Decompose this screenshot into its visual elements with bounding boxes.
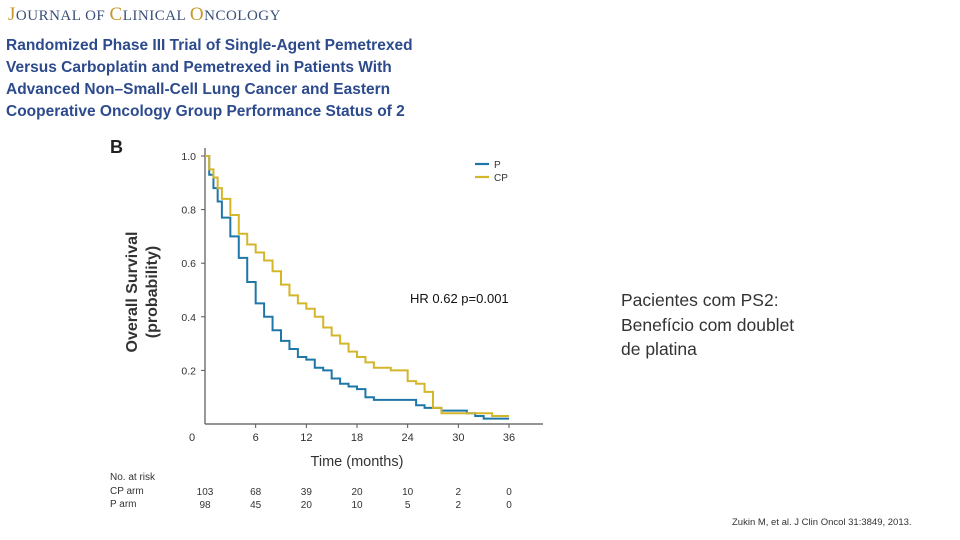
x-tick-label: 6 [253,432,259,444]
journal-name-part: J [8,4,16,25]
journal-name-part: OURNAL OF [15,8,110,24]
journal-name-part: NCOLOGY [204,8,281,24]
y-tick-label: 0.4 [181,312,196,324]
series-line-cp [205,155,509,417]
y-axis-title-line2: (probability) [144,246,161,338]
x-tick-label: 24 [402,432,414,444]
risk-value: 103 [197,487,214,498]
y-tick-label: 0.8 [181,205,196,217]
x-tick-label: 30 [452,432,464,444]
y-tick-label: 1.0 [181,151,196,163]
y-tick-label: 0.6 [181,258,196,270]
legend-label-p: P [494,160,501,171]
risk-value: 10 [402,487,414,498]
risk-value: 2 [456,487,462,498]
risk-value: 0 [506,487,512,498]
x-axis-title: Time (months) [311,454,404,470]
x-tick-label: 12 [300,432,312,444]
x-tick-label: 18 [351,432,363,444]
y-tick-label: 0.2 [181,365,196,377]
journal-name-part: C [109,4,123,25]
panel-label: B [110,137,123,157]
risk-row-label-p: P arm [110,499,137,510]
risk-value: 10 [351,500,363,511]
risk-value: 0 [506,500,512,511]
journal-name-part: O [189,4,205,25]
risk-value: 98 [199,500,211,511]
citation: Zukin M, et al. J Clin Oncol 31:3849, 20… [732,517,912,528]
risk-value: 45 [250,500,262,511]
journal-name-part: LINICAL [122,8,190,24]
side-note: Pacientes com PS2: Benefício com doublet… [621,290,795,359]
hr-annotation: HR 0.62 p=0.001 [410,291,509,306]
legend-label-cp: CP [494,173,508,184]
risk-value: 39 [301,487,313,498]
risk-value: 20 [351,487,363,498]
journal-name: JOURNAL OF CLINICAL ONCOLOGY [8,4,281,26]
risk-value: 20 [301,500,313,511]
series-line-p [205,155,509,420]
risk-value: 2 [456,500,462,511]
article-title: Randomized Phase III Trial of Single-Age… [6,37,413,120]
risk-value: 5 [405,500,411,511]
risk-table-header: No. at risk [110,472,156,483]
x-tick-label: 0 [189,432,195,444]
y-axis-title-line1: Overall Survival [124,232,141,353]
risk-row-label-cp: CP arm [110,486,144,497]
x-tick-label: 36 [503,432,515,444]
risk-value: 68 [250,487,262,498]
